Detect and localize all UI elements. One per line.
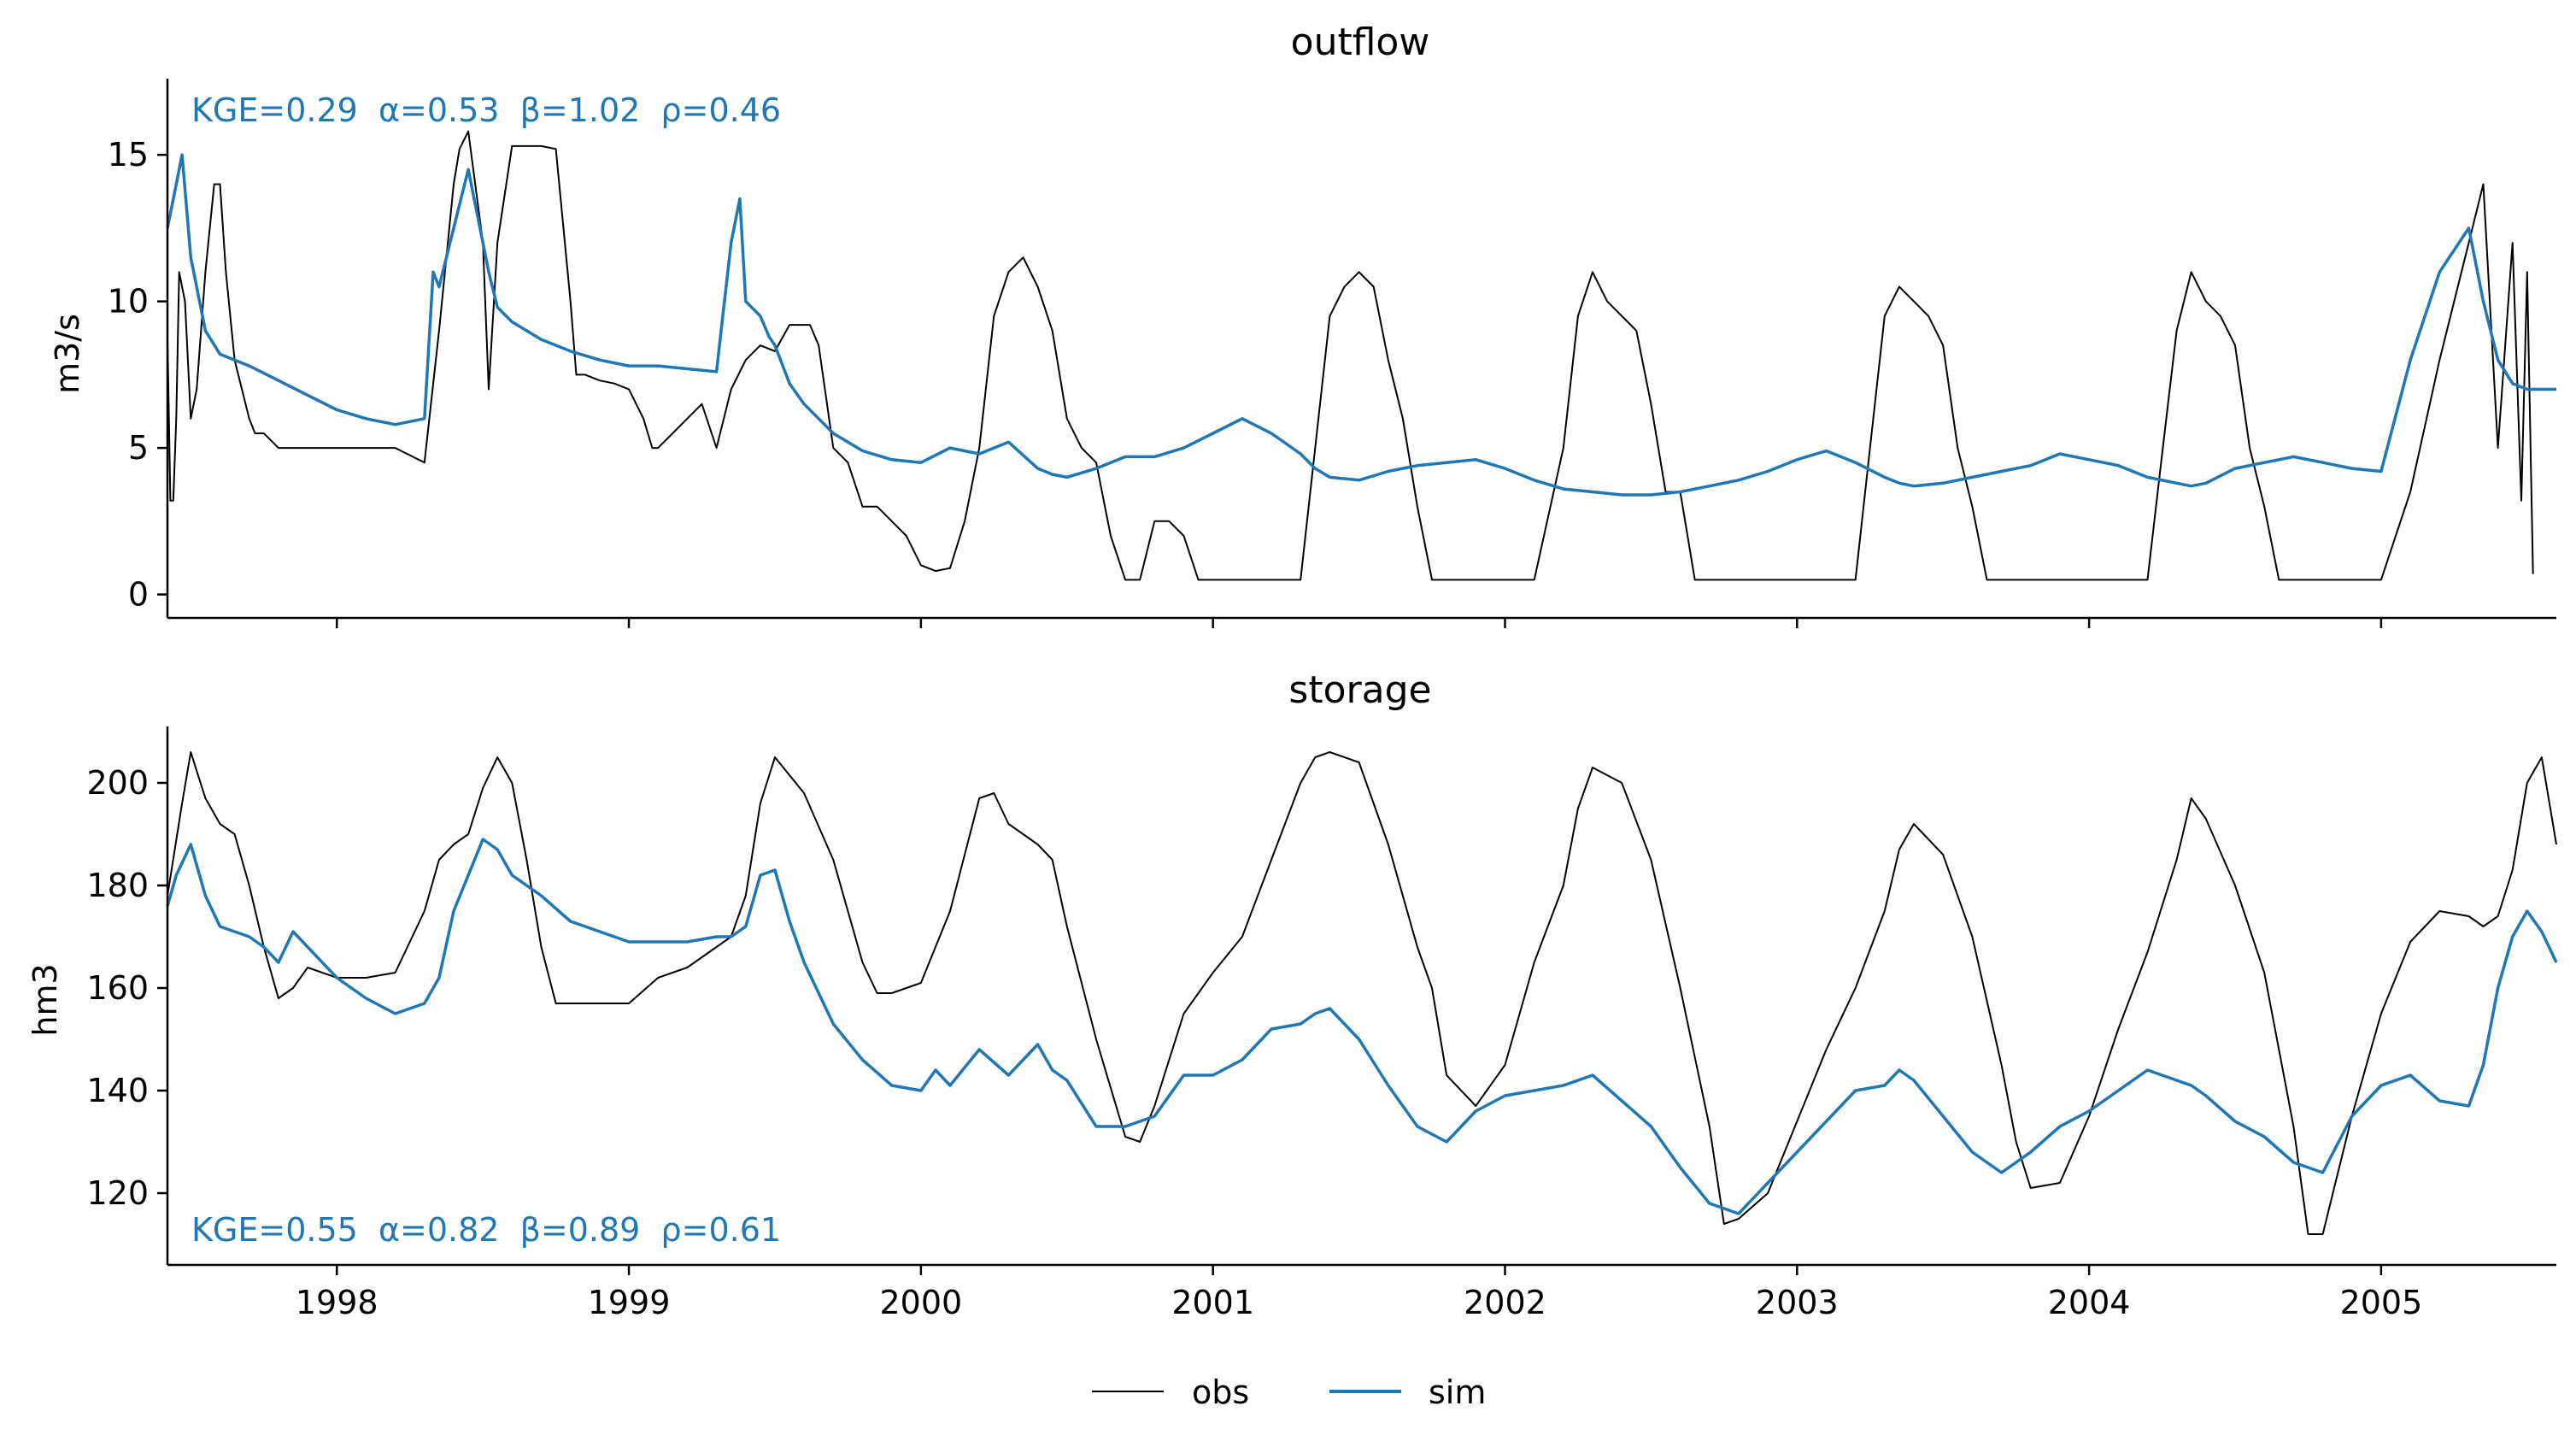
storage-xtick-label: 2005 <box>2340 1284 2423 1321</box>
storage-xtick-label: 2002 <box>1464 1284 1546 1321</box>
storage-ytick-label: 120 <box>86 1174 149 1212</box>
outflow-axes: 0 5 10 15 <box>108 79 2556 628</box>
legend-sim-label: sim <box>1429 1373 1486 1411</box>
outflow-ytick-label: 5 <box>128 429 149 467</box>
storage-ylabel: hm3 <box>26 963 64 1036</box>
storage-xtick-label: 2000 <box>880 1284 963 1321</box>
storage-obs-line <box>167 751 2557 1235</box>
storage-xtick-label: 2003 <box>1756 1284 1839 1321</box>
legend-obs-label: obs <box>1192 1373 1249 1411</box>
storage-panel: storage 120 140 160 180 200 1998 1999 2000 2001 2… <box>26 668 2558 1321</box>
legend: obs sim <box>1092 1373 1486 1411</box>
outflow-ytick-label: 0 <box>128 576 149 614</box>
storage-sim-line <box>166 838 2558 1215</box>
outflow-ytick-label: 10 <box>108 283 149 321</box>
outflow-lines <box>166 130 2556 581</box>
storage-ytick-label: 160 <box>86 969 149 1007</box>
storage-axes: 120 140 160 180 200 1998 1999 2000 2001 2002 2003 2… <box>86 726 2556 1321</box>
outflow-metrics: KGE=0.29 α=0.53 β=1.02 ρ=0.46 <box>191 91 781 129</box>
storage-xtick-label: 2004 <box>2048 1284 2131 1321</box>
storage-ytick-label: 140 <box>86 1072 149 1109</box>
outflow-ylabel: m3/s <box>49 314 86 394</box>
storage-metrics: KGE=0.55 α=0.82 β=0.89 ρ=0.61 <box>191 1211 781 1249</box>
storage-title: storage <box>1288 668 1431 712</box>
storage-ytick-label: 200 <box>86 764 149 802</box>
storage-lines <box>166 751 2558 1235</box>
outflow-ytick-label: 15 <box>108 136 149 174</box>
storage-ytick-label: 180 <box>86 867 149 904</box>
outflow-title: outflow <box>1291 21 1430 64</box>
storage-xtick-label: 1998 <box>296 1284 378 1321</box>
storage-xtick-label: 1999 <box>588 1284 671 1321</box>
outflow-obs-line <box>167 130 2534 581</box>
outflow-panel: outflow 0 5 10 15 m3/s KGE=0.29 α=0.53 β=1.… <box>49 21 2556 628</box>
storage-xtick-label: 2001 <box>1171 1284 1254 1321</box>
outflow-sim-line <box>166 153 2556 497</box>
